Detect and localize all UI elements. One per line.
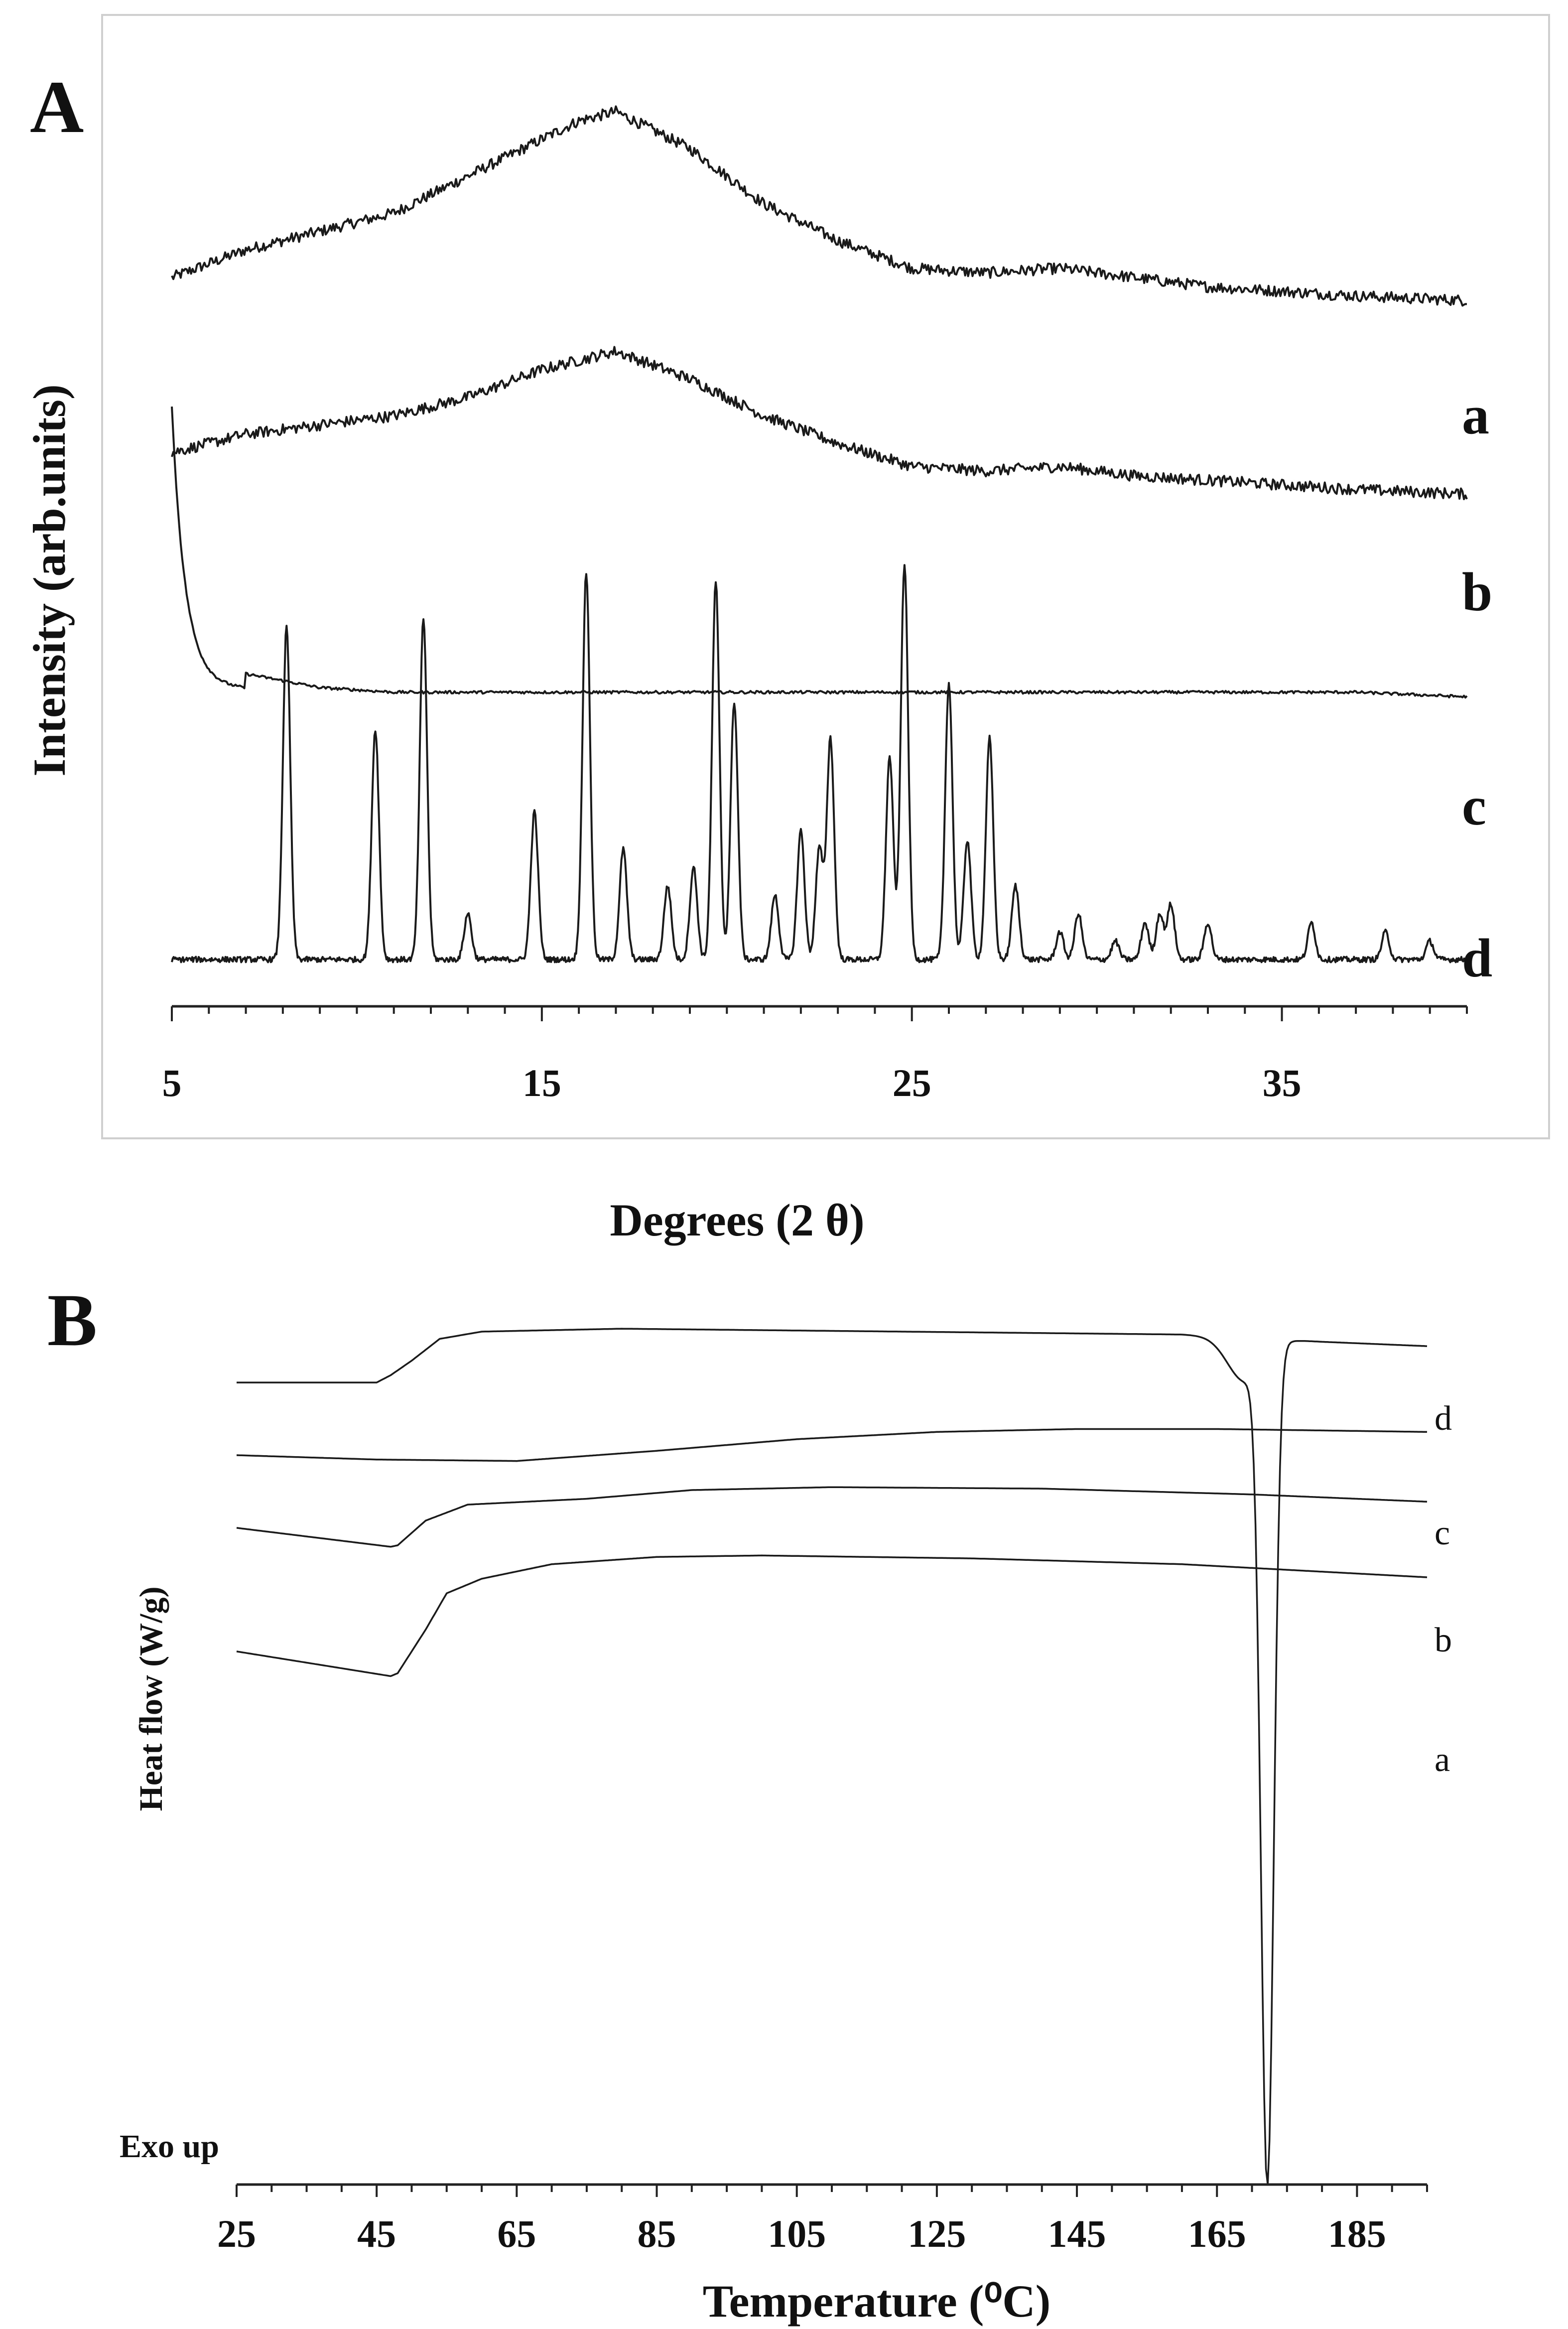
dsc-series-d-line: [237, 1328, 1428, 2186]
xrd-x-tick-label: 35: [1263, 1061, 1302, 1104]
dsc-x-axis-label: Temperature (⁰C): [703, 2276, 1051, 2327]
dsc-series-b-line: [236, 1486, 1428, 1548]
dsc-series-a-line: [236, 1554, 1428, 1677]
dsc-x-tick-label: 105: [768, 2212, 826, 2255]
xrd-x-tick-label: 15: [523, 1061, 561, 1104]
panel-b-letter: B: [47, 1279, 97, 1362]
xrd-series-c-label: c: [1462, 776, 1486, 836]
xrd-chart: 5 15 25 35 a b c d Degrees (2 θ) Intensity (ar…: [24, 105, 1492, 1245]
panel-a-frame: [101, 14, 1550, 1139]
dsc-x-tick-label: 185: [1328, 2212, 1386, 2255]
dsc-series-b-label: b: [1435, 1621, 1452, 1659]
dsc-y-axis-label: Heat flow (W/g): [133, 1587, 169, 1811]
dsc-series-d-label: d: [1435, 1399, 1452, 1438]
xrd-series-d-line: [171, 564, 1468, 963]
xrd-series-b-line: [171, 346, 1468, 500]
dsc-series-a-label: a: [1435, 1741, 1450, 1779]
xrd-series-b-label: b: [1462, 561, 1492, 622]
dsc-x-tick-label: 165: [1188, 2212, 1246, 2255]
dsc-x-tick-label: 145: [1048, 2212, 1106, 2255]
xrd-series-a-line: [171, 105, 1467, 307]
exo-up-annotation: Exo up: [120, 2128, 219, 2165]
panel-a-letter: A: [30, 66, 84, 148]
xrd-series-c-line: [171, 406, 1468, 699]
xrd-y-axis-label: Intensity (arb.units): [24, 384, 75, 776]
xrd-x-tick-label: 5: [162, 1061, 182, 1104]
xrd-x-tick-label: 25: [893, 1061, 931, 1104]
dsc-x-tick-label: 45: [357, 2212, 396, 2255]
xrd-series-d-label: d: [1462, 928, 1492, 988]
dsc-series-c-line: [236, 1428, 1428, 1462]
dsc-x-tick-label: 85: [638, 2212, 676, 2255]
dsc-x-tick-label: 125: [908, 2212, 966, 2255]
dsc-x-tick-label: 25: [217, 2212, 256, 2255]
dsc-x-tick-label: 65: [497, 2212, 536, 2255]
dsc-chart: 25 45 65 85 105 125 145 165 185 d c b a Exo up Temp…: [120, 1328, 1452, 2327]
xrd-series-a-label: a: [1462, 385, 1489, 445]
xrd-x-axis-label: Degrees (2 θ): [610, 1195, 864, 1245]
dsc-series-c-label: c: [1435, 1514, 1450, 1552]
